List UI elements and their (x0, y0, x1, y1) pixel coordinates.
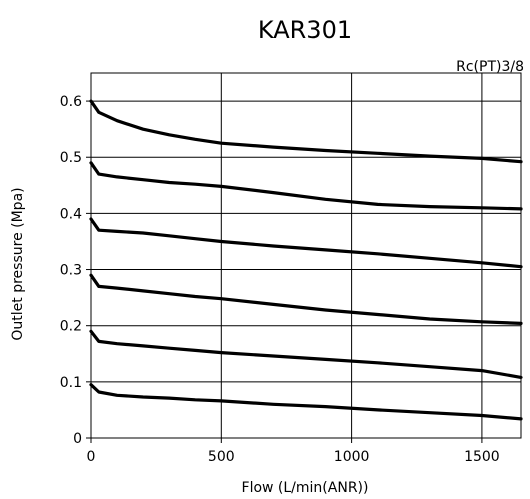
y-tick-label: 0.6 (60, 94, 82, 110)
grid (91, 73, 521, 438)
y-axis-label: Outlet pressure (Mpa) (10, 187, 26, 340)
series-line (89, 99, 523, 164)
x-tick-label: 500 (208, 449, 235, 465)
y-tick-label: 0.4 (60, 206, 82, 222)
axis-ticks: 0 0.1 0.2 0.3 0.4 0.5 0.6 0 500 1000 1500 (60, 94, 500, 465)
series-line (89, 383, 523, 421)
chart-subtitle: Rc(PT)3/8 (456, 59, 524, 75)
series-line (89, 217, 523, 269)
y-tick-label: 0.3 (60, 263, 82, 279)
series-line (89, 329, 523, 379)
x-tick-label: 0 (87, 449, 96, 465)
series-group (89, 99, 523, 421)
chart-title: KAR301 (258, 16, 352, 44)
x-axis-label: Flow (L/min(ANR)) (242, 480, 369, 496)
y-tick-label: 0.1 (60, 375, 82, 391)
series-line (89, 161, 523, 211)
y-tick-label: 0 (73, 431, 82, 447)
y-tick-label: 0.5 (60, 150, 82, 166)
plot-frame (90, 72, 522, 439)
x-tick-label: 1000 (334, 449, 370, 465)
series-line (89, 273, 523, 325)
y-tick-label: 0.2 (60, 319, 82, 335)
x-tick-label: 1500 (464, 449, 500, 465)
